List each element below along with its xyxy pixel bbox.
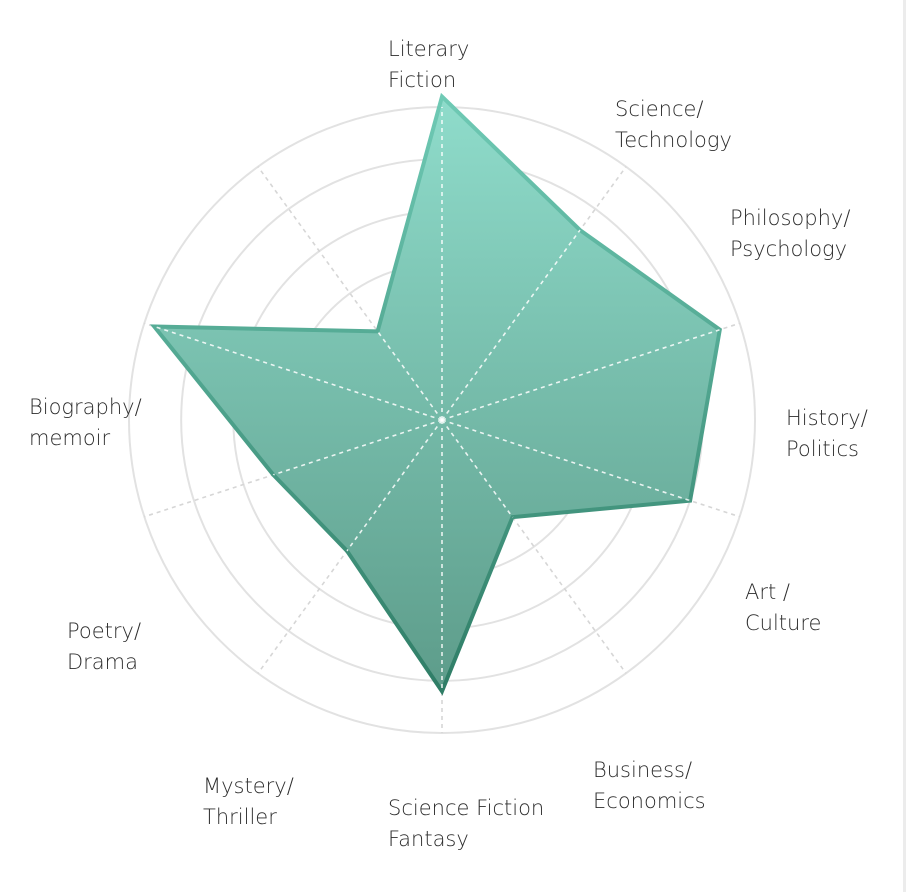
axis-label-philosophy-psychology: Philosophy/Psychology [730, 206, 850, 261]
axis-label-science-technology: Science/Technology [615, 97, 732, 152]
axis-label-art-culture: Art / Culture [745, 580, 821, 635]
axis-labels: Literary Fiction Science/Technology Philoso… [29, 37, 868, 851]
page-scrollbar-edge [903, 0, 906, 892]
axis-label-mystery-thriller: Mystery/Thriller [203, 774, 294, 829]
point-literary-fiction [440, 95, 444, 99]
axis-label-science-fiction-fantasy: Science Fiction Fantasy [388, 796, 544, 851]
point-art-culture [511, 515, 515, 519]
axis-label-history-politics: History/Politics [786, 406, 868, 461]
axis-label-business-economics: Business/Economics [593, 758, 706, 813]
point-business-economics [440, 689, 444, 693]
point-biography-memoir [376, 329, 380, 333]
point-science-fiction-fantasy [345, 549, 349, 553]
axis-label-literary-fiction: Literary Fiction [388, 37, 469, 92]
series-area [149, 92, 722, 696]
point-philosophy-psychology [718, 328, 722, 332]
point-mystery-thriller [271, 473, 275, 477]
point-poetry-drama [152, 325, 156, 329]
axis-label-biography-memoir: Biography/memoir [29, 395, 142, 450]
axis-label-poetry-drama: Poetry/Drama [67, 619, 141, 674]
point-history-politics [688, 499, 692, 503]
point-science-technology [578, 228, 582, 232]
